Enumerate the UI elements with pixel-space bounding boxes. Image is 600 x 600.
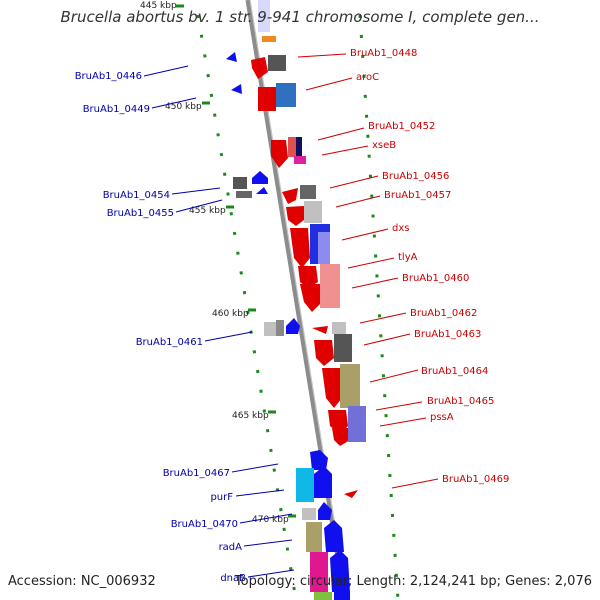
feature-block: [318, 232, 330, 264]
feature-block: [334, 592, 350, 600]
gene-label[interactable]: purF: [210, 492, 233, 503]
feature-tracks: [226, 0, 366, 600]
gene-label[interactable]: aroC: [356, 72, 379, 83]
feature-arrow: [290, 228, 310, 268]
gene-label[interactable]: xseB: [372, 140, 396, 151]
feature-arrow: [324, 520, 344, 552]
gene-label[interactable]: dnaB: [220, 573, 246, 584]
feature-block: [340, 364, 360, 408]
feature-arrow: [286, 318, 300, 334]
summary-text: Topology: circular; Length: 2,124,241 bp…: [234, 574, 592, 589]
feature-block: [258, 87, 276, 111]
feature-arrow: [330, 550, 350, 592]
reverse-gene-labels: BruAb1_0448 aroC BruAb1_0452 xseB BruAb1…: [297, 48, 509, 489]
scale-tick-marks: [176, 4, 296, 518]
gene-label[interactable]: BruAb1_0470: [171, 519, 238, 530]
feature-block: [276, 83, 296, 107]
feature-block: [300, 185, 316, 199]
scale-label: 465 kbp: [232, 411, 269, 421]
feature-block: [264, 322, 278, 336]
feature-arrow: [252, 171, 268, 184]
feature-arrow: [318, 502, 332, 520]
feature-block: [348, 406, 366, 442]
forward-gene-labels: BruAb1_0446 BruAb1_0449 BruAb1_0454 BruA…: [75, 65, 295, 584]
gene-label[interactable]: BruAb1_0464: [421, 366, 488, 377]
gene-label[interactable]: BruAb1_0454: [103, 190, 170, 201]
feature-arrow: [286, 206, 304, 226]
gene-label[interactable]: BruAb1_0457: [384, 190, 451, 201]
feature-arrow: [314, 340, 334, 366]
gene-label[interactable]: radA: [219, 542, 243, 553]
gene-label[interactable]: BruAb1_0465: [427, 396, 494, 407]
gene-label[interactable]: BruAb1_0463: [414, 329, 481, 340]
gene-label[interactable]: BruAb1_0469: [442, 474, 509, 485]
gene-label[interactable]: dxs: [392, 223, 409, 234]
feature-block: [268, 55, 286, 71]
feature-block: [233, 177, 247, 189]
map-title: Brucella abortus bv. 1 str. 9-941 chromo…: [60, 8, 540, 26]
feature-arrow: [226, 52, 237, 62]
feature-block: [262, 36, 276, 42]
feature-block: [334, 334, 352, 362]
feature-arrow: [332, 428, 350, 446]
feature-block: [320, 264, 340, 308]
feature-arrow: [322, 368, 342, 408]
feature-arrow: [298, 266, 318, 288]
gene-label[interactable]: BruAb1_0455: [107, 208, 174, 219]
feature-arrow: [282, 188, 298, 204]
gene-label[interactable]: BruAb1_0452: [368, 121, 435, 132]
feature-arrow: [256, 187, 268, 194]
feature-arrow: [312, 326, 328, 334]
feature-block: [296, 137, 302, 157]
gene-label[interactable]: pssA: [430, 412, 454, 423]
scale-label: 460 kbp: [212, 309, 249, 319]
feature-block: [276, 320, 284, 336]
scale-labels: 445 kbp 450 kbp 455 kbp 460 kbp 465 kbp …: [140, 1, 289, 525]
scale-label: 455 kbp: [189, 206, 226, 216]
gene-label[interactable]: BruAb1_0461: [136, 337, 203, 348]
gene-label[interactable]: BruAb1_0449: [83, 104, 150, 115]
feature-arrow: [271, 140, 288, 168]
feature-block: [288, 137, 296, 157]
scale-label: 445 kbp: [140, 1, 177, 11]
feature-arrow: [251, 57, 268, 79]
feature-block: [258, 0, 270, 32]
feature-block: [306, 522, 322, 552]
feature-arrow: [344, 490, 358, 498]
feature-block: [296, 468, 314, 502]
accession-text: Accession: NC_006932: [8, 574, 156, 589]
feature-arrow: [300, 284, 322, 312]
feature-arrow: [310, 450, 328, 470]
feature-block: [294, 156, 306, 164]
feature-block: [304, 201, 322, 223]
gene-label[interactable]: BruAb1_0462: [410, 308, 477, 319]
feature-block: [302, 508, 316, 520]
scale-label: 450 kbp: [165, 102, 202, 112]
feature-block: [332, 322, 346, 334]
feature-block: [314, 592, 332, 600]
feature-arrow: [314, 466, 332, 498]
gene-label[interactable]: BruAb1_0456: [382, 171, 449, 182]
gene-label[interactable]: BruAb1_0460: [402, 273, 469, 284]
gene-label[interactable]: tlyA: [398, 252, 418, 263]
feature-arrow: [231, 84, 242, 94]
feature-block: [310, 552, 328, 592]
gene-label[interactable]: BruAb1_0448: [350, 48, 417, 59]
scale-label: 470 kbp: [252, 515, 289, 525]
feature-block: [236, 191, 252, 198]
gene-label[interactable]: BruAb1_0467: [163, 468, 230, 479]
gene-label[interactable]: BruAb1_0446: [75, 71, 142, 82]
